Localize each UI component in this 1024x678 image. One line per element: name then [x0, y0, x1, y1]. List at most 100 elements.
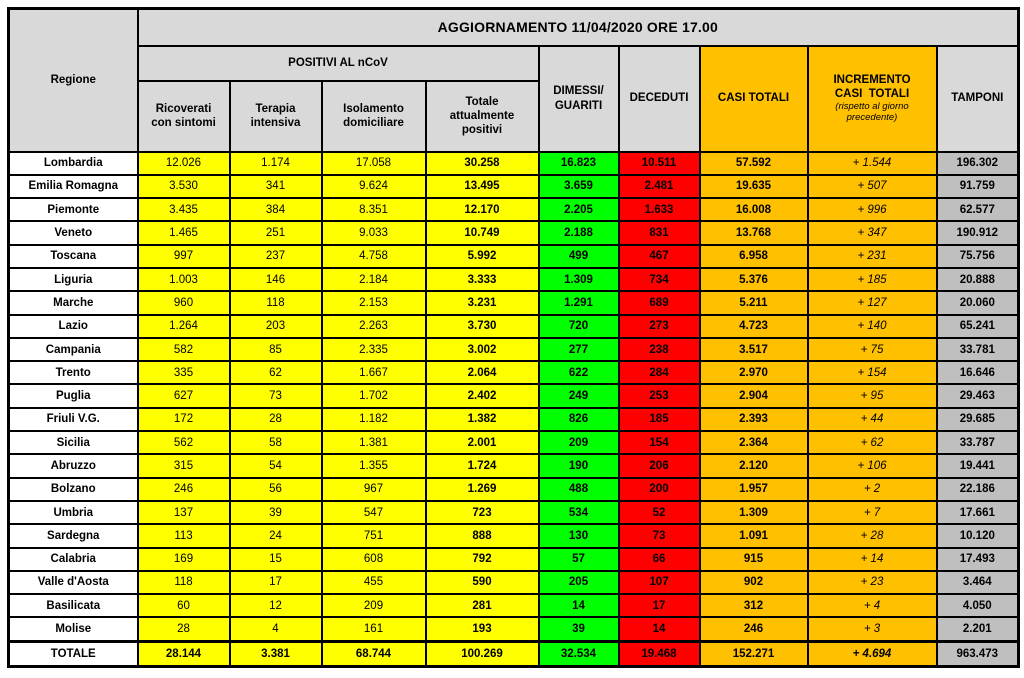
- cell-region: Veneto: [7, 220, 139, 246]
- cell-tamponi: 4.050: [935, 593, 1020, 619]
- cell-region: Abruzzo: [7, 453, 139, 479]
- cell-deceduti: 73: [617, 523, 701, 549]
- cell-ricoverati-con-sintomi: 113: [136, 523, 231, 549]
- cell-region: Basilicata: [7, 593, 139, 619]
- table-row: Sicilia 562 58 1.381 2.001 209 154 2.364 + 62 33.…: [7, 430, 1020, 456]
- cell-incremento-casi-totali: + 4: [806, 593, 938, 619]
- cell-terapia-intensiva: 237: [228, 243, 323, 269]
- cell-isolamento-domiciliare: 2.184: [320, 266, 427, 293]
- column-header-casi-totali: CASI TOTALI: [698, 44, 809, 153]
- cell-terapia-intensiva: 4: [228, 616, 323, 643]
- cell-incremento-casi-totali: + 996: [806, 197, 938, 223]
- cell-terapia-intensiva: 28: [228, 406, 323, 433]
- column-header-regione: Regione: [7, 7, 139, 153]
- cell-totale-attualmente-positivi: 2.001: [424, 430, 540, 456]
- cell-terapia-intensiva: 15: [228, 546, 323, 572]
- cell-dimessi-guariti: 14: [537, 593, 620, 619]
- incremento-header-line2: CASI TOTALI: [834, 88, 910, 101]
- cell-deceduti: 19.468: [617, 639, 701, 668]
- cell-ricoverati-con-sintomi: 3.530: [136, 173, 231, 200]
- cell-deceduti: 284: [617, 360, 701, 386]
- cell-ricoverati-con-sintomi: 28: [136, 616, 231, 643]
- cell-isolamento-domiciliare: 8.351: [320, 197, 427, 223]
- cell-totale-attualmente-positivi: 10.749: [424, 220, 540, 246]
- cell-casi-totali: 2.364: [698, 430, 809, 456]
- cell-casi-totali: 246: [698, 616, 809, 643]
- cell-region: Calabria: [7, 546, 139, 572]
- cell-ricoverati-con-sintomi: 28.144: [136, 639, 231, 668]
- cell-incremento-casi-totali: + 44: [806, 406, 938, 433]
- cell-dimessi-guariti: 209: [537, 430, 620, 456]
- cell-ricoverati-con-sintomi: 1.003: [136, 266, 231, 293]
- table-row: Puglia 627 73 1.702 2.402 249 253 2.904 + 95 29.4…: [7, 383, 1020, 409]
- table-row: Marche 960 118 2.153 3.231 1.291 689 5.211 + 127…: [7, 290, 1020, 316]
- cell-deceduti: 2.481: [617, 173, 701, 200]
- cell-incremento-casi-totali: + 347: [806, 220, 938, 246]
- cell-ricoverati-con-sintomi: 335: [136, 360, 231, 386]
- cell-dimessi-guariti: 534: [537, 499, 620, 526]
- cell-terapia-intensiva: 341: [228, 173, 323, 200]
- cell-region: Piemonte: [7, 197, 139, 223]
- cell-terapia-intensiva: 17: [228, 569, 323, 596]
- cell-tamponi: 2.201: [935, 616, 1020, 643]
- cell-isolamento-domiciliare: 2.335: [320, 336, 427, 363]
- cell-ricoverati-con-sintomi: 118: [136, 569, 231, 596]
- cell-isolamento-domiciliare: 4.758: [320, 243, 427, 269]
- cell-incremento-casi-totali: + 28: [806, 523, 938, 549]
- cell-tamponi: 65.241: [935, 313, 1020, 339]
- cell-tamponi: 22.186: [935, 476, 1020, 502]
- column-header-isolamento-domiciliare: Isolamento domiciliare: [320, 79, 427, 153]
- table-row: Molise 28 4 161 193 39 14 246 + 3 2.201: [7, 616, 1020, 643]
- cell-dimessi-guariti: 720: [537, 313, 620, 339]
- cell-dimessi-guariti: 499: [537, 243, 620, 269]
- table-row: Bolzano 246 56 967 1.269 488 200 1.957 + 2 22.186: [7, 476, 1020, 502]
- table-row: Emilia Romagna 3.530 341 9.624 13.495 3.659 2.…: [7, 173, 1020, 200]
- cell-terapia-intensiva: 62: [228, 360, 323, 386]
- cell-region: Lombardia: [7, 150, 139, 176]
- cell-region: Liguria: [7, 266, 139, 293]
- cell-deceduti: 154: [617, 430, 701, 456]
- column-header-dimessi-guariti: DIMESSI/ GUARITI: [537, 44, 620, 153]
- cell-region: Friuli V.G.: [7, 406, 139, 433]
- cell-dimessi-guariti: 205: [537, 569, 620, 596]
- cell-region: Trento: [7, 360, 139, 386]
- header-row-sub: Ricoverati con sintomi Terapia intensiva…: [9, 79, 1019, 153]
- table-row: Liguria 1.003 146 2.184 3.333 1.309 734 5.376 + …: [7, 266, 1020, 293]
- cell-ricoverati-con-sintomi: 246: [136, 476, 231, 502]
- cell-totale-attualmente-positivi: 1.382: [424, 406, 540, 433]
- cell-casi-totali: 5.211: [698, 290, 809, 316]
- cell-dimessi-guariti: 3.659: [537, 173, 620, 200]
- cell-dimessi-guariti: 16.823: [537, 150, 620, 176]
- cell-deceduti: 1.633: [617, 197, 701, 223]
- cell-isolamento-domiciliare: 1.182: [320, 406, 427, 433]
- table-row: Trento 335 62 1.667 2.064 622 284 2.970 + 154 16.…: [7, 360, 1020, 386]
- cell-region: Valle d'Aosta: [7, 569, 139, 596]
- cell-terapia-intensiva: 85: [228, 336, 323, 363]
- cell-casi-totali: 1.957: [698, 476, 809, 502]
- cell-ricoverati-con-sintomi: 582: [136, 336, 231, 363]
- cell-deceduti: 10.511: [617, 150, 701, 176]
- cell-ricoverati-con-sintomi: 627: [136, 383, 231, 409]
- cell-region: Campania: [7, 336, 139, 363]
- cell-ricoverati-con-sintomi: 562: [136, 430, 231, 456]
- cell-region: Emilia Romagna: [7, 173, 139, 200]
- cell-isolamento-domiciliare: 1.355: [320, 453, 427, 479]
- cell-totale-attualmente-positivi: 2.402: [424, 383, 540, 409]
- cell-isolamento-domiciliare: 161: [320, 616, 427, 643]
- cell-totale-attualmente-positivi: 590: [424, 569, 540, 596]
- cell-isolamento-domiciliare: 209: [320, 593, 427, 619]
- cell-tamponi: 17.661: [935, 499, 1020, 526]
- cell-isolamento-domiciliare: 2.153: [320, 290, 427, 316]
- incremento-header-note: (rispetto al giorno precedente): [835, 101, 909, 124]
- cell-ricoverati-con-sintomi: 172: [136, 406, 231, 433]
- cell-deceduti: 238: [617, 336, 701, 363]
- cell-tamponi: 16.646: [935, 360, 1020, 386]
- cell-deceduti: 273: [617, 313, 701, 339]
- cell-region: Molise: [7, 616, 139, 643]
- cell-ricoverati-con-sintomi: 315: [136, 453, 231, 479]
- cell-ricoverati-con-sintomi: 997: [136, 243, 231, 269]
- table-title: AGGIORNAMENTO 11/04/2020 ORE 17.00: [136, 7, 1020, 47]
- cell-ricoverati-con-sintomi: 169: [136, 546, 231, 572]
- cell-casi-totali: 3.517: [698, 336, 809, 363]
